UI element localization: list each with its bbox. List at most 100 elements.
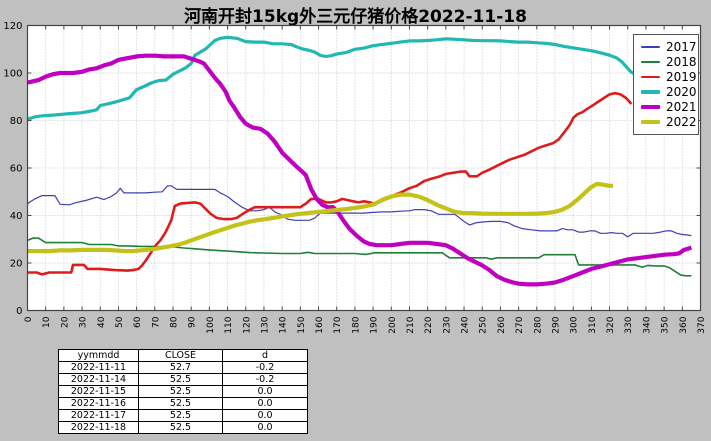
x-tick-label: 50: [115, 316, 125, 328]
legend-item-2021: 2021: [641, 100, 697, 115]
cell-close: 52.5: [138, 385, 223, 398]
x-tick-label: 140: [279, 316, 289, 333]
y-tick-label: 100: [3, 69, 22, 80]
x-tick-label: 110: [224, 316, 234, 333]
x-tick-label: 200: [388, 316, 398, 333]
legend-item-2018: 2018: [641, 54, 697, 69]
x-tick-label: 120: [242, 316, 252, 333]
x-tick-label: 150: [297, 316, 307, 333]
legend-label: 2018: [666, 54, 697, 69]
x-tick-label: 320: [606, 316, 616, 333]
col-header-close: CLOSE: [138, 349, 223, 362]
x-tick-label: 130: [260, 316, 270, 333]
legend-line-swatch: [641, 45, 660, 48]
cell-date: 2022-11-17: [58, 409, 139, 422]
y-tick-label: 20: [10, 259, 23, 270]
legend-label: 2022: [666, 115, 697, 130]
x-tick-label: 230: [442, 316, 452, 333]
cell-date: 2022-11-15: [58, 385, 139, 398]
cell-close: 52.5: [138, 397, 223, 410]
x-tick-label: 260: [497, 316, 507, 333]
x-tick-label: 270: [515, 316, 525, 333]
y-tick-label: 40: [10, 211, 23, 222]
legend-item-2017: 2017: [641, 39, 697, 54]
cell-d: 0.0: [222, 421, 308, 434]
legend-label: 2017: [666, 39, 697, 54]
series-line-2022: [27, 181, 614, 254]
table-row: 2022-11-18 52.5 0.0: [58, 421, 308, 434]
table-row: 2022-11-17 52.5 0.0: [58, 409, 308, 422]
legend-line-swatch: [641, 75, 660, 79]
cell-d: -0.2: [222, 373, 308, 386]
series-line-2017: [27, 185, 692, 238]
y-tick-label: 120: [3, 21, 22, 32]
x-tick-label: 70: [151, 316, 161, 328]
cell-close: 52.7: [138, 361, 223, 374]
legend-line-swatch: [641, 120, 660, 125]
legend-label: 2019: [666, 69, 697, 84]
legend-item-2022: 2022: [641, 115, 697, 130]
cell-date: 2022-11-11: [58, 361, 139, 374]
legend-item-2019: 2019: [641, 69, 697, 84]
x-tick-label: 20: [60, 316, 70, 328]
cell-close: 52.5: [138, 421, 223, 434]
table-header-row: yymmdd CLOSE d: [58, 349, 308, 362]
x-tick-label: 310: [588, 316, 598, 333]
x-tick-label: 360: [679, 316, 689, 333]
cell-d: -0.2: [222, 361, 308, 374]
x-tick-label: 30: [79, 316, 89, 328]
legend-item-2020: 2020: [641, 85, 697, 100]
col-header-d: d: [222, 349, 308, 362]
table-row: 2022-11-14 52.5 -0.2: [58, 373, 308, 386]
x-tick-label: 0: [24, 316, 34, 322]
cell-date: 2022-11-18: [58, 421, 139, 434]
x-tick-label: 370: [697, 316, 707, 333]
x-tick-label: 10: [42, 316, 52, 328]
cell-close: 52.5: [138, 373, 223, 386]
x-tick-label: 160: [315, 316, 325, 333]
cell-date: 2022-11-16: [58, 397, 139, 410]
chart-title: 河南开封15kg外三元仔猪价格2022-11-18: [184, 7, 527, 27]
x-tick-label: 350: [661, 316, 671, 333]
x-tick-label: 60: [133, 316, 143, 328]
x-tick-label: 90: [188, 316, 198, 328]
x-tick-label: 300: [570, 316, 580, 333]
cell-d: 0.0: [222, 397, 308, 410]
y-tick-label: 60: [10, 164, 23, 175]
col-header-yymmdd: yymmdd: [58, 349, 139, 362]
legend-line-swatch: [641, 105, 660, 110]
legend-line-swatch: [641, 60, 660, 63]
x-tick-label: 280: [533, 316, 543, 333]
legend: 2017 2018 2019 2020 2021 2022: [633, 34, 699, 135]
cell-d: 0.0: [222, 385, 308, 398]
y-tick-label: 80: [10, 116, 23, 127]
x-tick-label: 80: [170, 316, 180, 328]
cell-date: 2022-11-14: [58, 373, 139, 386]
x-tick-label: 290: [551, 316, 561, 333]
x-tick-label: 100: [206, 316, 216, 333]
x-tick-label: 210: [406, 316, 416, 333]
table-row: 2022-11-16 52.5 0.0: [58, 397, 308, 410]
gridlines: [27, 25, 701, 311]
cell-d: 0.0: [222, 409, 308, 422]
x-tick-label: 190: [370, 316, 380, 333]
x-tick-label: 330: [624, 316, 634, 333]
y-tick-label: 0: [16, 306, 22, 317]
table-row: 2022-11-11 52.7 -0.2: [58, 361, 308, 374]
price-line-chart: 0 10 20 30 40 50 60 70 80 90 100 110 120 130 140 150 160…: [3, 21, 707, 334]
x-tick-label: 40: [97, 316, 107, 328]
legend-label: 2021: [666, 100, 697, 115]
axes-ticks-and-labels: 0 10 20 30 40 50 60 70 80 90 100 110 120 130 140 150 160…: [3, 21, 707, 334]
x-tick-label: 340: [642, 316, 652, 333]
x-tick-label: 250: [479, 316, 489, 333]
x-tick-label: 170: [333, 316, 343, 333]
x-tick-label: 240: [461, 316, 471, 333]
series-line-2020: [27, 35, 636, 121]
x-tick-label: 180: [351, 316, 361, 333]
table-row: 2022-11-15 52.5 0.0: [58, 385, 308, 398]
legend-label: 2020: [666, 85, 697, 100]
cell-close: 52.5: [138, 409, 223, 422]
series-line-2019: [27, 91, 633, 276]
legend-line-swatch: [641, 90, 660, 94]
